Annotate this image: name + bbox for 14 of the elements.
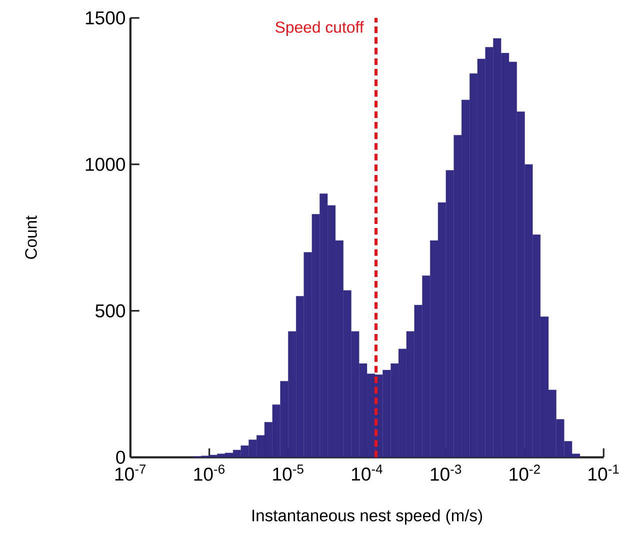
y-tick-label: 1000 bbox=[86, 158, 126, 172]
y-tick-label: 500 bbox=[96, 304, 126, 318]
x-axis-title: Instantaneous nest speed (m/s) bbox=[252, 509, 482, 525]
x-tick-label: 10$^{-3}$ bbox=[430, 464, 462, 481]
ref-line-label: Speed cutoff bbox=[276, 21, 364, 36]
x-tick-label: 10$^{-6}$ bbox=[194, 464, 224, 481]
x-tick-label: 10$^{-1}$ bbox=[588, 464, 619, 481]
y-axis-title: Count bbox=[25, 216, 37, 259]
x-tick-label: 10$^{-2}$ bbox=[510, 464, 540, 481]
x-tick-label: 10$^{-4}$ bbox=[352, 464, 382, 481]
x-tick-label: 10$^{-7}$ bbox=[115, 464, 146, 481]
y-tick-label: 0 bbox=[116, 450, 126, 464]
x-tick-label: 10$^{-5}$ bbox=[273, 464, 304, 481]
y-tick-label: 1500 bbox=[86, 11, 126, 25]
